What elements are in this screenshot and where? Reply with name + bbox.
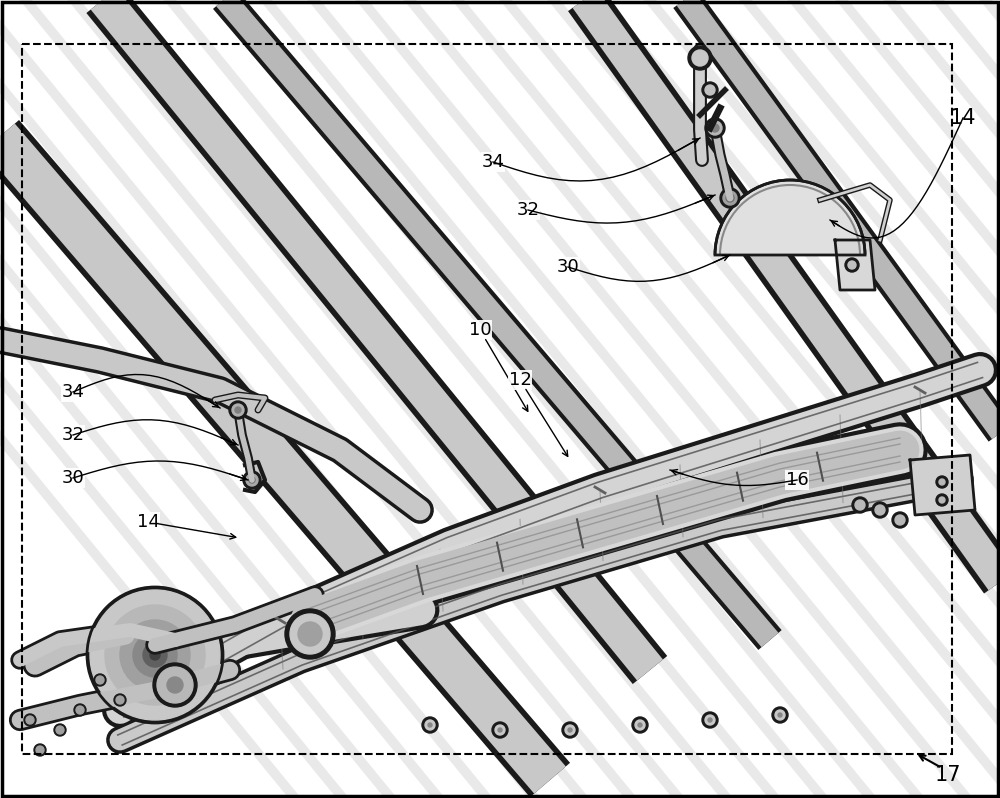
Circle shape xyxy=(726,194,734,202)
Circle shape xyxy=(775,710,785,720)
Circle shape xyxy=(246,474,258,486)
Circle shape xyxy=(54,724,66,736)
Circle shape xyxy=(632,717,648,733)
Circle shape xyxy=(298,622,322,646)
Circle shape xyxy=(425,720,435,730)
Circle shape xyxy=(285,609,335,659)
Text: 32: 32 xyxy=(62,426,84,444)
Polygon shape xyxy=(245,462,265,492)
Circle shape xyxy=(688,46,712,70)
Circle shape xyxy=(772,707,788,723)
Text: 34: 34 xyxy=(62,383,84,401)
Circle shape xyxy=(87,587,223,723)
Circle shape xyxy=(875,505,885,515)
Text: 14: 14 xyxy=(950,108,976,128)
Circle shape xyxy=(936,476,948,488)
Circle shape xyxy=(243,471,261,489)
Circle shape xyxy=(133,633,177,677)
Text: 34: 34 xyxy=(482,153,505,171)
Circle shape xyxy=(120,620,190,690)
Circle shape xyxy=(711,124,719,132)
Circle shape xyxy=(895,515,905,525)
Circle shape xyxy=(56,726,64,734)
Text: 14: 14 xyxy=(137,513,159,531)
Circle shape xyxy=(723,191,737,205)
Circle shape xyxy=(153,663,197,707)
Circle shape xyxy=(76,706,84,714)
Text: 10: 10 xyxy=(469,321,491,339)
Circle shape xyxy=(872,502,888,518)
Bar xyxy=(22,44,952,754)
Circle shape xyxy=(705,118,725,138)
Circle shape xyxy=(845,258,859,272)
Circle shape xyxy=(143,643,167,667)
Circle shape xyxy=(422,717,438,733)
Circle shape xyxy=(936,494,948,506)
Circle shape xyxy=(778,713,782,717)
Text: 12: 12 xyxy=(509,371,531,389)
Circle shape xyxy=(852,497,868,513)
Circle shape xyxy=(855,500,865,510)
Circle shape xyxy=(705,715,715,725)
Circle shape xyxy=(568,728,572,732)
Circle shape xyxy=(232,404,244,416)
Text: 30: 30 xyxy=(62,469,84,487)
Circle shape xyxy=(720,188,740,208)
Text: 16: 16 xyxy=(786,471,808,489)
Circle shape xyxy=(229,401,247,419)
Circle shape xyxy=(848,261,856,269)
Circle shape xyxy=(96,676,104,684)
Circle shape xyxy=(116,696,124,704)
Polygon shape xyxy=(910,455,975,515)
Circle shape xyxy=(150,650,160,660)
Circle shape xyxy=(939,497,945,503)
Circle shape xyxy=(708,121,722,135)
Circle shape xyxy=(692,50,708,66)
Circle shape xyxy=(114,694,126,706)
Circle shape xyxy=(36,746,44,754)
Circle shape xyxy=(635,720,645,730)
Circle shape xyxy=(498,728,502,732)
Circle shape xyxy=(702,82,718,98)
Circle shape xyxy=(702,712,718,728)
Circle shape xyxy=(290,614,330,654)
Text: 17: 17 xyxy=(935,765,961,785)
Circle shape xyxy=(495,725,505,735)
Wedge shape xyxy=(715,180,865,255)
Polygon shape xyxy=(835,240,875,290)
Circle shape xyxy=(90,590,220,720)
Circle shape xyxy=(249,477,255,483)
Circle shape xyxy=(428,723,432,727)
Circle shape xyxy=(939,479,945,485)
Circle shape xyxy=(638,723,642,727)
Text: 30: 30 xyxy=(557,258,579,276)
Text: 32: 32 xyxy=(516,201,540,219)
Circle shape xyxy=(105,605,205,705)
Circle shape xyxy=(157,667,193,703)
Circle shape xyxy=(708,718,712,722)
Circle shape xyxy=(892,512,908,528)
Circle shape xyxy=(26,716,34,724)
Circle shape xyxy=(565,725,575,735)
Circle shape xyxy=(74,704,86,716)
Circle shape xyxy=(562,722,578,738)
Circle shape xyxy=(94,674,106,686)
Circle shape xyxy=(24,714,36,726)
Circle shape xyxy=(705,85,715,95)
Circle shape xyxy=(235,407,241,413)
Circle shape xyxy=(492,722,508,738)
Circle shape xyxy=(34,744,46,756)
Circle shape xyxy=(167,677,183,693)
